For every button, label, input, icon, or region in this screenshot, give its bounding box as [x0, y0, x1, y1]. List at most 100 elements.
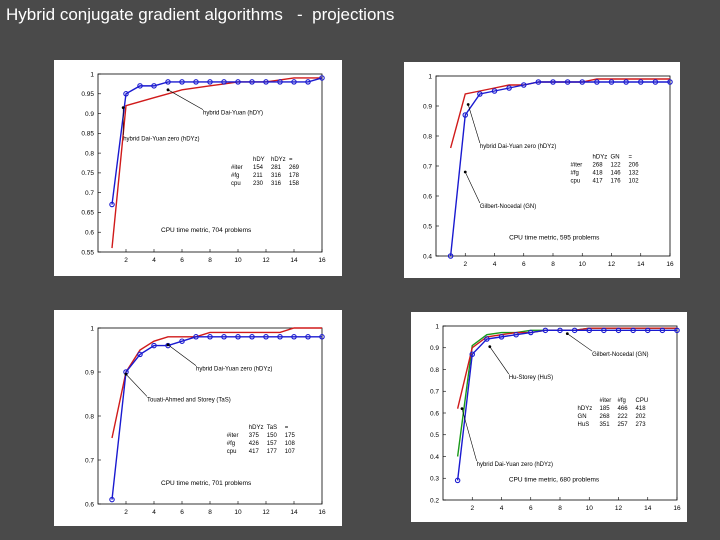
data-point-hybrid-dai-yuan-zero-hdyz [615, 327, 622, 334]
table-header-cell: = [285, 425, 289, 431]
data-point-hybrid-dai-yuan-zero-hdyz [477, 91, 483, 97]
x-tick-label: 8 [551, 261, 555, 268]
table-cell: 268 [600, 414, 611, 420]
table-header-cell: hDYz [593, 155, 608, 161]
data-point-hybrid-dai-yuan-zero-hdyz [207, 334, 213, 340]
y-tick-label: 0.7 [85, 457, 94, 464]
table-cell: 426 [249, 441, 260, 447]
x-tick-label: 14 [644, 505, 652, 512]
x-tick-label: 12 [608, 261, 616, 268]
y-tick-label: 0.95 [81, 91, 94, 98]
table-cell: 281 [271, 165, 282, 171]
x-tick-label: 4 [493, 261, 497, 268]
annotation-label: hybrid Dai-Yuan (hDY) [203, 111, 263, 117]
data-point-hybrid-dai-yuan-zero-hdyz [179, 338, 185, 344]
chart-footer-note: CPU time metric, 595 problems [509, 235, 600, 242]
table-cell: 316 [271, 181, 282, 187]
table-header-cell: = [289, 157, 293, 163]
y-tick-label: 1 [435, 323, 439, 330]
y-tick-label: 0.65 [81, 210, 94, 217]
y-tick-label: 1 [90, 325, 94, 332]
y-tick-label: 0.4 [423, 253, 432, 260]
data-point-hybrid-dai-yuan-zero-hdyz [305, 334, 311, 340]
series-line-hybrid-dai-yuan-zero-hdyz [111, 77, 322, 249]
y-tick-label: 0.5 [423, 223, 432, 230]
data-point-hybrid-dai-yuan-hdy [165, 79, 171, 85]
data-point-hybrid-dai-yuan-zero-hdyz [652, 79, 659, 85]
data-point-hybrid-dai-yuan-zero-hdyz [462, 112, 468, 118]
annotation-pointer-head [466, 103, 470, 106]
data-point-hybrid-dai-yuan-hdy [123, 91, 129, 97]
data-point-hybrid-dai-yuan-hdy [193, 79, 199, 85]
chart-panel-hdyz-vs-tas: 2 4 6 8 10 12 14 16 0.6 0.7 0.8 0.9 1 hybrid Dai-Yuan… [54, 310, 342, 526]
annotation-label: hybrid Dai-Yuan zero (hDYz) [196, 367, 272, 373]
data-point-hybrid-dai-yuan-zero-hdyz [594, 79, 600, 85]
chart-hdy-vs-hdyz: 2 4 6 8 10 12 14 16 0.55 0.6 0.65 0.7 0.75 0.8 0.85 0.9… [81, 71, 326, 264]
y-tick-label: 0.9 [423, 103, 432, 110]
data-point-hybrid-dai-yuan-zero-hdyz [151, 342, 157, 349]
table-cell: cpu [571, 179, 581, 185]
y-tick-label: 0.7 [430, 389, 439, 396]
x-tick-label: 8 [208, 257, 212, 264]
data-point-hybrid-dai-yuan-zero-hdyz [447, 253, 454, 259]
table-cell: 268 [593, 163, 604, 169]
annotation-label: hybrid Dai-Yuan zero (hDYz) [477, 462, 553, 468]
y-tick-label: 0.7 [85, 190, 94, 197]
data-point-hybrid-dai-yuan-zero-hdyz [608, 79, 615, 85]
chart-footer-note: CPU time metric, 701 problems [161, 480, 252, 487]
annotation-label: Touati-Ahmed and Storey (TaS) [147, 397, 231, 403]
annotation-label: Gilbert-Nocedal (GN) [480, 204, 536, 210]
table-cell: 102 [629, 179, 640, 185]
y-tick-label: 0.9 [430, 345, 439, 352]
annotation-label: hybrid Dai-Yuan zero (hDYz) [123, 136, 199, 142]
y-tick-label: 0.55 [81, 249, 94, 256]
plot-frame [97, 327, 323, 505]
y-tick-label: 0.5 [430, 432, 439, 439]
x-tick-label: 6 [180, 257, 184, 264]
data-point-hybrid-dai-yuan-zero-hdyz [564, 79, 571, 85]
table-cell: 269 [289, 165, 300, 171]
table-cell: hDYz [578, 406, 593, 412]
data-point-hybrid-dai-yuan-hdy [263, 79, 269, 85]
table-cell: HuS [578, 422, 590, 428]
table-header-cell: = [629, 155, 633, 161]
data-point-hybrid-dai-yuan-hdy [305, 79, 311, 85]
chart-hdyz-vs-gn: 2 4 6 8 10 12 14 16 0.4 0.5 0.6 0.7 0.8 0.9 1 hybrid Da… [423, 73, 674, 268]
table-cell: 206 [629, 163, 640, 169]
series-line-touati-ahmed-and-storey-tas [111, 327, 322, 439]
annotation-pointer-head [121, 106, 125, 110]
data-point-hybrid-dai-yuan-hdy [319, 75, 325, 81]
series-line-hybrid-dai-yuan-zero-hdyz [456, 329, 677, 481]
data-point-hybrid-dai-yuan-hdy [235, 79, 241, 85]
data-point-hybrid-dai-yuan-zero-hdyz [542, 327, 549, 334]
annotation-pointer-head [463, 170, 467, 174]
y-tick-label: 0.4 [430, 454, 439, 461]
series-line-hybrid-dai-yuan-zero-hdyz [111, 336, 322, 500]
y-tick-label: 0.2 [430, 497, 439, 504]
x-tick-label: 10 [579, 261, 587, 268]
series-line-gilbert-nocedal-gn [456, 327, 677, 409]
table-cell: 418 [636, 406, 647, 412]
data-point-hybrid-dai-yuan-zero-hdyz [571, 327, 578, 334]
table-cell: 185 [600, 406, 611, 412]
annotation-pointer-head [166, 88, 170, 92]
x-tick-label: 16 [318, 257, 326, 264]
y-tick-label: 0.8 [85, 150, 94, 157]
x-tick-label: 2 [463, 261, 467, 268]
annotation-pointer-head [460, 407, 464, 411]
data-point-hybrid-dai-yuan-zero-hdyz [623, 79, 629, 85]
table-header-cell: #fg [618, 398, 626, 404]
x-tick-label: 12 [262, 257, 270, 264]
data-point-hybrid-dai-yuan-zero-hdyz [579, 79, 586, 85]
table-cell: 146 [611, 171, 622, 177]
data-point-hybrid-dai-yuan-zero-hdyz [601, 327, 607, 334]
table-header-cell: hDYz [271, 157, 286, 163]
table-cell: cpu [231, 181, 241, 187]
table-cell: 418 [593, 171, 604, 177]
data-point-hybrid-dai-yuan-zero-hdyz [498, 334, 505, 340]
y-tick-label: 1 [428, 73, 432, 80]
data-point-hybrid-dai-yuan-hdy [291, 79, 297, 85]
x-tick-label: 16 [666, 261, 674, 268]
annotation-pointer-head [166, 343, 170, 347]
annotation-label: hybrid Dai-Yuan zero (hDYz) [480, 144, 556, 150]
